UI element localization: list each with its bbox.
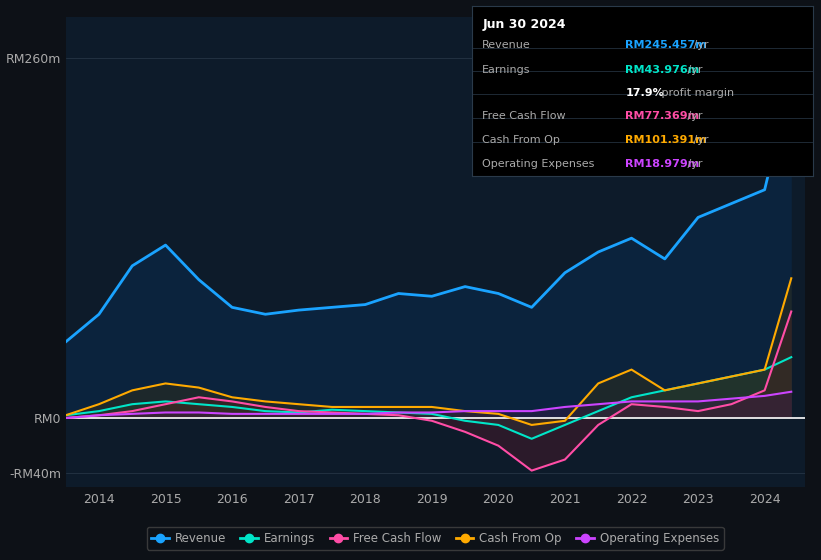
- Text: profit margin: profit margin: [658, 87, 734, 97]
- Text: Earnings: Earnings: [482, 66, 531, 76]
- Text: RM245.457m: RM245.457m: [626, 40, 707, 50]
- Text: /yr: /yr: [684, 159, 702, 169]
- Legend: Revenue, Earnings, Free Cash Flow, Cash From Op, Operating Expenses: Revenue, Earnings, Free Cash Flow, Cash …: [147, 527, 723, 549]
- Text: /yr: /yr: [690, 40, 709, 50]
- Text: /yr: /yr: [684, 66, 702, 76]
- Text: Operating Expenses: Operating Expenses: [482, 159, 594, 169]
- Text: /yr: /yr: [684, 111, 702, 122]
- Text: RM101.391m: RM101.391m: [626, 136, 707, 146]
- Text: Cash From Op: Cash From Op: [482, 136, 560, 146]
- Text: Jun 30 2024: Jun 30 2024: [482, 17, 566, 31]
- Text: RM43.976m: RM43.976m: [626, 66, 699, 76]
- Text: RM18.979m: RM18.979m: [626, 159, 699, 169]
- Text: 17.9%: 17.9%: [626, 87, 664, 97]
- Text: Revenue: Revenue: [482, 40, 531, 50]
- Text: Free Cash Flow: Free Cash Flow: [482, 111, 566, 122]
- Text: RM77.369m: RM77.369m: [626, 111, 699, 122]
- Text: /yr: /yr: [690, 136, 709, 146]
